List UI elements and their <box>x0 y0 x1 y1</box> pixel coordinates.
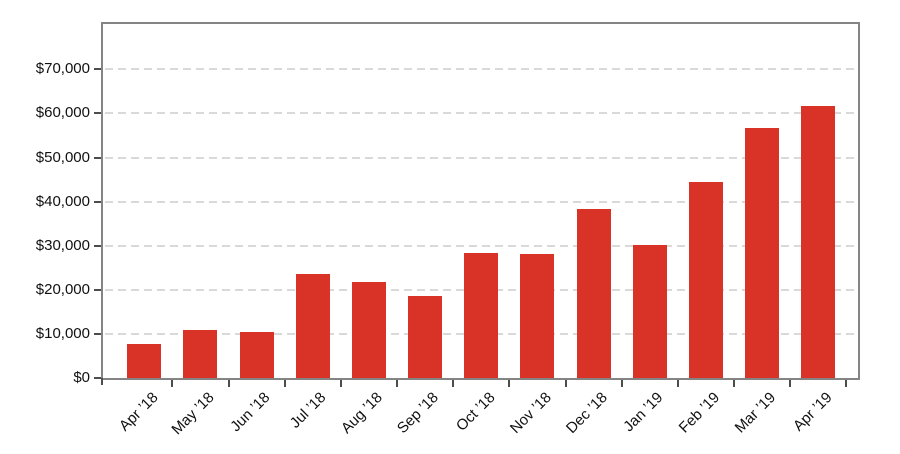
x-axis-tick-label: Jan ’19 <box>620 389 667 436</box>
bar-may-18[interactable] <box>183 330 218 378</box>
bar-feb-19[interactable] <box>689 181 723 378</box>
y-axis-tick-label: $10,000 <box>35 324 90 342</box>
gridline-70000 <box>105 68 856 71</box>
x-axis-tick <box>620 380 623 387</box>
x-axis-tick-label: Mar ’19 <box>731 389 780 437</box>
x-axis-tick-label: Feb ’19 <box>675 389 724 437</box>
x-axis-tick-label: May ’18 <box>168 389 218 439</box>
x-axis-tick <box>564 380 567 387</box>
x-axis-tick <box>676 380 679 387</box>
x-axis-corner-tick <box>101 378 103 385</box>
plot-area <box>101 22 860 380</box>
bar-aug-18[interactable] <box>351 281 386 378</box>
y-axis-tick <box>94 288 101 291</box>
x-axis-tick <box>845 380 848 387</box>
y-axis-tick <box>94 112 101 115</box>
x-axis-tick-label: Aug ’18 <box>338 389 387 437</box>
x-axis-tick-label: Oct ’18 <box>452 389 499 435</box>
y-axis-tick <box>94 244 101 247</box>
y-axis-tick-label: $70,000 <box>35 60 90 78</box>
x-axis-tick <box>452 380 455 387</box>
bar-jul-18[interactable] <box>295 273 330 378</box>
bar-jun-18[interactable] <box>239 332 274 378</box>
bar-nov-18[interactable] <box>520 253 555 378</box>
x-axis-tick <box>171 380 174 387</box>
bar-mar-19[interactable] <box>745 128 780 378</box>
y-axis-tick <box>94 332 101 335</box>
bar-apr-19[interactable] <box>801 105 836 378</box>
bar-apr-18[interactable] <box>127 344 162 378</box>
gridline-30000 <box>105 244 856 247</box>
x-axis-tick-label: Dec ’18 <box>562 389 611 437</box>
x-axis-tick <box>339 380 342 387</box>
gridline-50000 <box>105 156 856 159</box>
gridline-60000 <box>105 112 856 115</box>
x-axis-tick <box>508 380 511 387</box>
bar-sep-18[interactable] <box>408 295 443 378</box>
y-axis-tick <box>94 200 101 203</box>
y-axis-tick-label: $40,000 <box>35 192 90 210</box>
x-axis-tick-label: Jul ’18 <box>287 389 330 432</box>
y-axis-tick-label: $60,000 <box>35 104 90 122</box>
x-axis-tick-label: Nov ’18 <box>506 389 555 437</box>
x-axis-tick-label: Sep ’18 <box>394 389 443 437</box>
bar-oct-18[interactable] <box>464 252 499 378</box>
x-axis-tick <box>733 380 736 387</box>
y-axis-tick-label: $50,000 <box>35 148 90 166</box>
x-axis-tick-label: Apr ’18 <box>115 389 162 435</box>
y-axis-tick-label: $20,000 <box>35 280 90 298</box>
x-axis-tick-label: Jun ’18 <box>227 389 274 436</box>
bar-dec-18[interactable] <box>576 209 611 378</box>
y-axis-tick <box>94 68 101 71</box>
x-axis-tick-label: Apr ’19 <box>789 389 836 435</box>
x-axis-tick <box>396 380 399 387</box>
y-axis-tick-label: $0 <box>73 369 90 386</box>
x-axis-tick <box>227 380 230 387</box>
bar-jan-19[interactable] <box>632 245 667 378</box>
y-axis-tick <box>94 156 101 159</box>
x-axis-tick <box>283 380 286 387</box>
y-axis-tick <box>94 377 101 379</box>
y-axis-tick-label: $30,000 <box>35 236 90 254</box>
gridline-40000 <box>105 200 856 203</box>
x-axis-tick <box>789 380 792 387</box>
